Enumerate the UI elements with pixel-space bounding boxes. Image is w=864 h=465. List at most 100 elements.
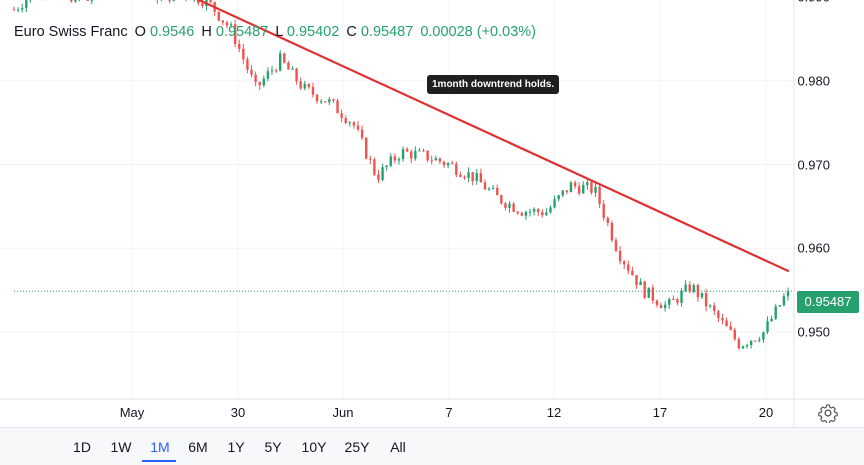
candle-body bbox=[762, 332, 764, 340]
candle-body bbox=[168, 0, 170, 1]
candle-body bbox=[426, 151, 428, 161]
gear-icon[interactable] bbox=[818, 403, 838, 423]
timeframe-button-6m[interactable]: 6M bbox=[188, 439, 207, 455]
candle-body bbox=[324, 101, 326, 102]
candle-body bbox=[643, 282, 645, 298]
candle-body bbox=[652, 288, 654, 301]
candle-body bbox=[623, 261, 625, 264]
candle-body bbox=[590, 182, 592, 193]
candle-body bbox=[586, 182, 588, 185]
candle-body bbox=[607, 218, 609, 223]
candle-body bbox=[500, 195, 502, 203]
candle-body bbox=[299, 81, 301, 88]
candle-body bbox=[656, 301, 658, 305]
candle-body bbox=[291, 69, 293, 70]
candle-body bbox=[467, 172, 469, 178]
candle-body bbox=[648, 288, 650, 298]
candle-body bbox=[787, 291, 789, 296]
candle-body bbox=[480, 173, 482, 182]
candle-body bbox=[381, 167, 383, 180]
time-tick-label: 30 bbox=[231, 405, 245, 420]
candle-body bbox=[553, 199, 555, 207]
candle-body bbox=[521, 213, 523, 216]
candle-body bbox=[668, 299, 670, 305]
candle-body bbox=[758, 340, 760, 341]
open-value: 0.9546 bbox=[150, 24, 194, 40]
candle-body bbox=[492, 188, 494, 189]
candle-body bbox=[615, 240, 617, 251]
candle-body bbox=[541, 212, 543, 215]
candle-body bbox=[750, 341, 752, 345]
symbol-legend: Euro Swiss Franc O 0.9546 H 0.95487 L 0.… bbox=[14, 24, 536, 40]
candle-body bbox=[87, 0, 89, 1]
candle-body bbox=[406, 149, 408, 151]
candle-body bbox=[263, 79, 265, 85]
candle-body bbox=[394, 156, 396, 160]
candle-body bbox=[443, 162, 445, 165]
candle-body bbox=[418, 150, 420, 151]
timeframe-button-1m[interactable]: 1M bbox=[150, 439, 169, 455]
candle-body bbox=[295, 69, 297, 82]
candle-body bbox=[21, 8, 23, 9]
candle-body bbox=[336, 101, 338, 114]
candle-body bbox=[545, 212, 547, 215]
candle-body bbox=[312, 87, 314, 95]
candle-body bbox=[25, 0, 27, 8]
candle-body bbox=[525, 212, 527, 216]
candle-body bbox=[250, 70, 252, 75]
price-tick-label: 0.960 bbox=[797, 241, 830, 256]
candle-body bbox=[770, 319, 772, 321]
timeframe-button-1y[interactable]: 1Y bbox=[227, 439, 244, 455]
price-chart[interactable] bbox=[0, 0, 864, 427]
candle-body bbox=[603, 204, 605, 218]
candle-body bbox=[459, 175, 461, 177]
timeframe-button-all[interactable]: All bbox=[390, 439, 406, 455]
candle-body bbox=[222, 20, 224, 22]
candle-body bbox=[619, 251, 621, 261]
candle-body bbox=[729, 326, 731, 330]
candle-body bbox=[410, 152, 412, 159]
candle-body bbox=[709, 305, 711, 306]
candle-body bbox=[476, 173, 478, 181]
candle-body bbox=[754, 341, 756, 342]
candle-body bbox=[742, 346, 744, 348]
timeframe-button-25y[interactable]: 25Y bbox=[345, 439, 370, 455]
annotation-label: 1month downtrend holds. bbox=[427, 75, 559, 94]
timeframe-button-10y[interactable]: 10Y bbox=[302, 439, 327, 455]
time-tick-label: 17 bbox=[653, 405, 667, 420]
candle-body bbox=[451, 163, 453, 164]
candle-body bbox=[496, 188, 498, 195]
candle-body bbox=[328, 99, 330, 102]
candle-body bbox=[566, 190, 568, 192]
candle-body bbox=[271, 70, 273, 71]
close-key: C bbox=[346, 24, 356, 40]
candle-body bbox=[627, 264, 629, 270]
time-tick-label: 7 bbox=[445, 405, 452, 420]
candle-body bbox=[611, 223, 613, 240]
candle-body bbox=[693, 285, 695, 292]
candle-body bbox=[512, 204, 514, 212]
candle-body bbox=[353, 122, 355, 125]
candle-body bbox=[697, 285, 699, 297]
candle-body bbox=[508, 204, 510, 208]
candle-body bbox=[676, 299, 678, 303]
timeframe-button-5y[interactable]: 5Y bbox=[264, 439, 281, 455]
candle-body bbox=[463, 177, 465, 178]
candle-body bbox=[390, 156, 392, 165]
timeframe-button-1d[interactable]: 1D bbox=[73, 439, 91, 455]
candle-body bbox=[373, 159, 375, 174]
change-value: 0.00028 (+0.03%) bbox=[420, 24, 536, 40]
time-tick-label: 20 bbox=[759, 405, 773, 420]
candle-body bbox=[594, 187, 596, 193]
candle-body bbox=[320, 101, 322, 102]
candle-body bbox=[17, 9, 19, 10]
candle-body bbox=[779, 305, 781, 306]
timeframe-button-1w[interactable]: 1W bbox=[111, 439, 132, 455]
symbol-name: Euro Swiss Franc bbox=[14, 24, 128, 40]
candle-body bbox=[775, 306, 777, 318]
candle-body bbox=[287, 63, 289, 70]
candle-body bbox=[439, 158, 441, 161]
candle-body bbox=[684, 285, 686, 291]
candle-body bbox=[402, 149, 404, 159]
candle-body bbox=[598, 187, 600, 204]
